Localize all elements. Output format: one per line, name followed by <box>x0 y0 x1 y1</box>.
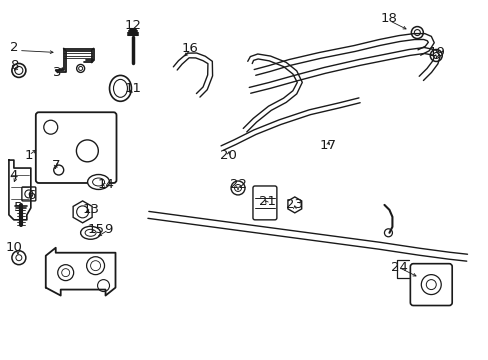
Ellipse shape <box>85 229 96 236</box>
Text: 23: 23 <box>285 198 303 211</box>
Ellipse shape <box>109 75 131 101</box>
Circle shape <box>384 229 392 237</box>
Circle shape <box>12 251 26 265</box>
FancyBboxPatch shape <box>22 187 36 201</box>
Text: 24: 24 <box>390 261 407 274</box>
Text: 7: 7 <box>51 158 60 172</box>
Circle shape <box>86 257 104 275</box>
Text: 8: 8 <box>10 59 18 72</box>
Circle shape <box>79 67 82 71</box>
Circle shape <box>16 255 22 261</box>
FancyBboxPatch shape <box>409 264 451 306</box>
FancyBboxPatch shape <box>252 186 276 220</box>
Text: 15: 15 <box>87 223 104 236</box>
Text: 17: 17 <box>319 139 335 152</box>
Ellipse shape <box>113 80 127 97</box>
Circle shape <box>12 63 26 77</box>
Text: 1: 1 <box>24 149 33 162</box>
Circle shape <box>429 50 441 62</box>
Text: 10: 10 <box>5 241 22 254</box>
Ellipse shape <box>92 178 104 186</box>
Circle shape <box>90 261 101 271</box>
Circle shape <box>421 275 440 294</box>
Circle shape <box>58 265 74 280</box>
Circle shape <box>432 53 438 58</box>
FancyBboxPatch shape <box>36 112 116 183</box>
Circle shape <box>410 27 423 39</box>
Text: 6: 6 <box>26 189 35 202</box>
Text: 18: 18 <box>380 12 397 25</box>
Circle shape <box>230 181 244 195</box>
Text: 16: 16 <box>182 42 198 55</box>
Text: 9: 9 <box>104 223 112 236</box>
Text: 21: 21 <box>259 195 276 208</box>
Circle shape <box>76 140 98 162</box>
Circle shape <box>77 64 84 72</box>
Circle shape <box>234 184 241 192</box>
Text: 22: 22 <box>229 179 246 192</box>
Text: 5: 5 <box>14 201 22 215</box>
Circle shape <box>413 30 420 36</box>
Circle shape <box>54 165 63 175</box>
Text: 4: 4 <box>10 168 18 181</box>
Text: 13: 13 <box>82 203 99 216</box>
Text: 2: 2 <box>10 41 18 54</box>
Ellipse shape <box>81 226 101 239</box>
Circle shape <box>77 206 88 218</box>
Text: 11: 11 <box>124 82 142 95</box>
Circle shape <box>61 269 69 276</box>
Circle shape <box>98 280 109 292</box>
Ellipse shape <box>87 175 109 189</box>
Circle shape <box>426 280 435 289</box>
Text: 19: 19 <box>428 46 445 59</box>
Circle shape <box>25 190 33 198</box>
Circle shape <box>44 120 58 134</box>
Circle shape <box>15 67 23 75</box>
Text: 3: 3 <box>53 66 62 79</box>
Text: 14: 14 <box>97 179 114 192</box>
Text: 20: 20 <box>219 149 236 162</box>
Text: 12: 12 <box>124 19 142 32</box>
